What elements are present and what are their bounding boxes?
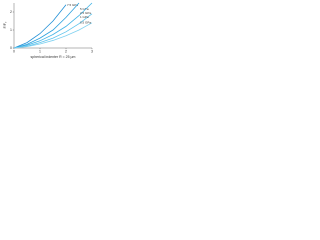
x-tick-label: 1	[39, 49, 41, 53]
series-label: 1 GPa	[80, 15, 89, 19]
series-label: 0.5 GPa	[80, 21, 91, 25]
x-tick-label: 2	[65, 49, 67, 53]
chart: spherical indenter R = 25 µm F/F₀ 0 1 2 301…	[3, 2, 93, 59]
line-series	[13, 22, 93, 49]
series-label: 5 GPa	[80, 7, 89, 11]
y-tick-label: 1	[10, 28, 12, 32]
series-label: 7.5 GPa	[67, 3, 78, 7]
y-axis-label: F/F₀	[3, 21, 7, 28]
line-series	[13, 2, 93, 49]
y-tick-label: 0	[10, 46, 12, 50]
y-tick-label: 2	[10, 10, 12, 14]
x-axis-label: spherical indenter R = 25 µm	[31, 55, 76, 59]
line-series	[13, 2, 80, 49]
line-series	[13, 4, 67, 49]
series-label: 2.5 GPa	[80, 11, 91, 15]
x-tick-label: 3	[91, 49, 93, 53]
x-tick-label: 0	[13, 49, 15, 53]
